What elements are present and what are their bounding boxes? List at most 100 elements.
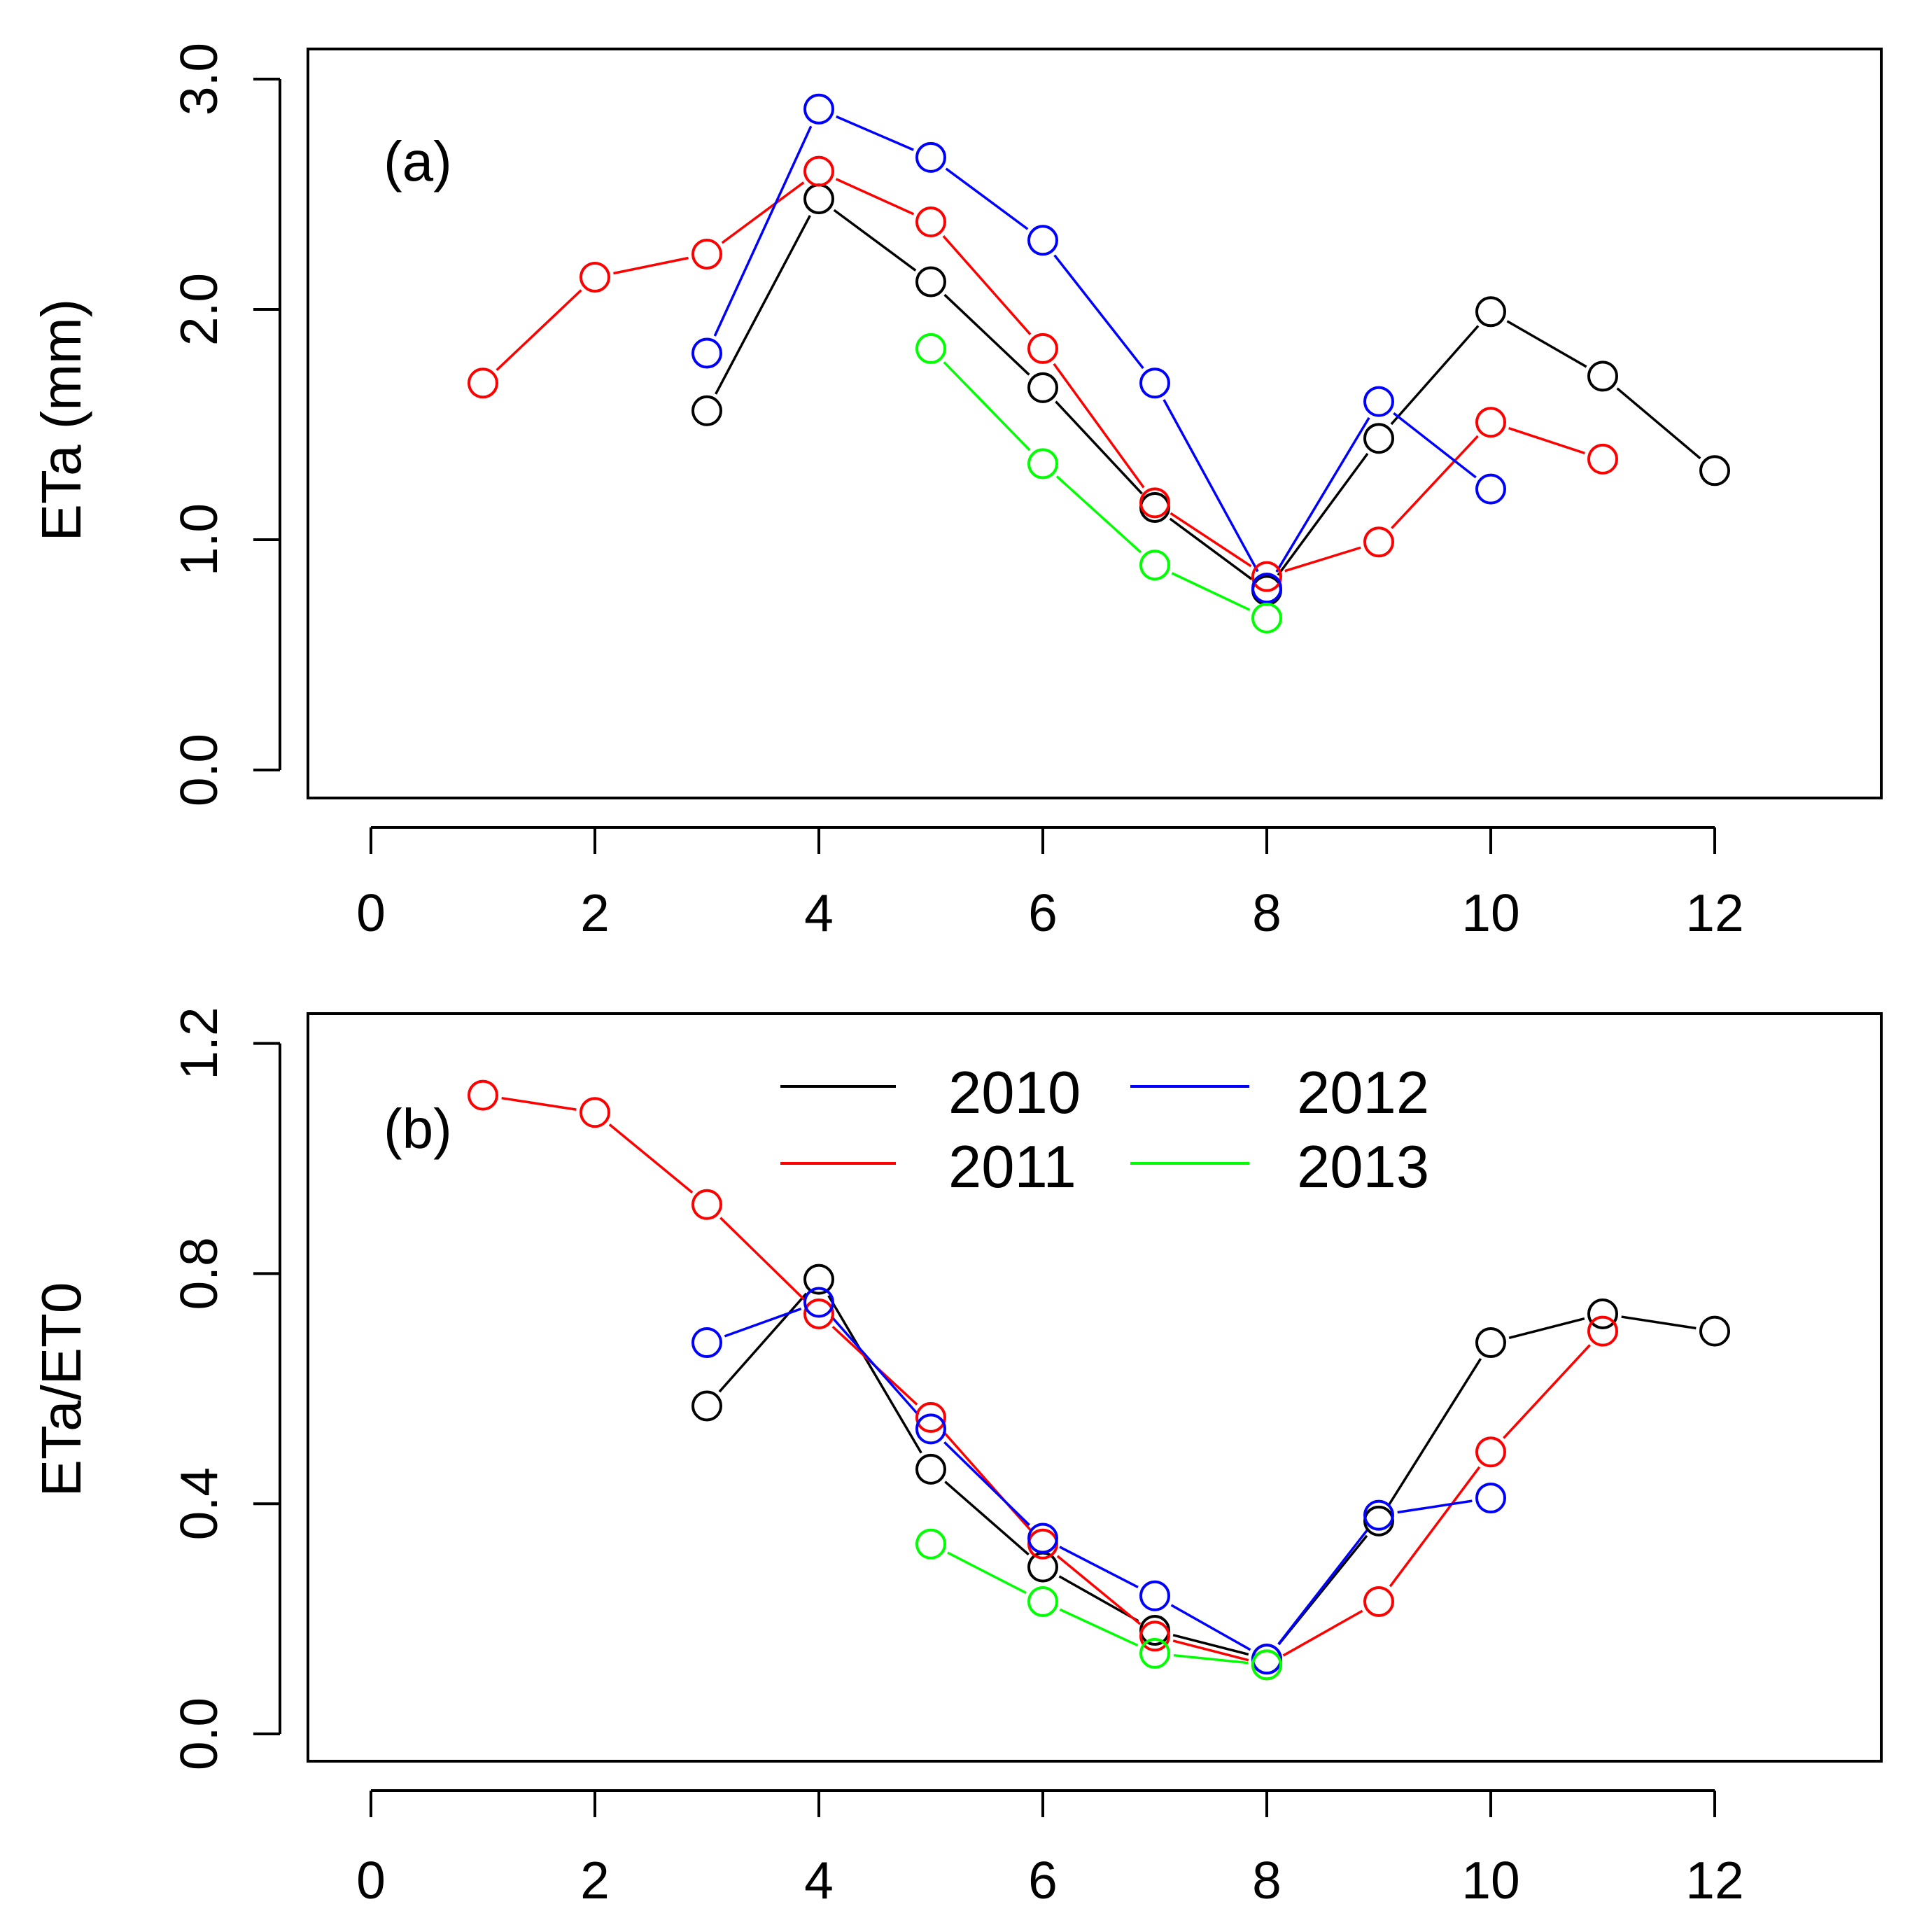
y-tick-label: 0.8 (169, 1237, 228, 1310)
series-2012-point (691, 1327, 722, 1359)
series-2013-segment (947, 1551, 1027, 1595)
series-2010-segment (1506, 320, 1587, 368)
y-tick-label: 3.0 (169, 43, 228, 115)
series-2012-segment (1170, 1604, 1251, 1651)
series-2011-point (691, 239, 722, 270)
panel-b: ETa/ET0 (b) 0 2 4 6 8 10 12 0.0 0.4 0.8 1.2 2010 2… (30, 1007, 1883, 1910)
series-2011-segment (501, 1096, 577, 1111)
panel-a-series-points (468, 93, 1730, 634)
panel-a-y-axis-title: ETa (mm) (30, 299, 92, 542)
panel-b-y-axis-title: ETa/ET0 (30, 1282, 92, 1497)
panel-b-axes: 0 2 4 6 8 10 12 0.0 0.4 0.8 1.2 (169, 1007, 1744, 1910)
panel-a-axes: 0 2 4 6 8 10 12 0.0 1.0 2.0 3.0 (169, 43, 1744, 942)
x-tick-label: 6 (1028, 1851, 1058, 1910)
series-2012-segment (724, 1307, 802, 1338)
series-2011-segment (613, 256, 689, 275)
series-2011-segment (496, 289, 582, 371)
panel-a-label: (a) (384, 130, 452, 192)
series-2012-segment (1397, 1499, 1473, 1514)
series-2010-segment (1172, 1634, 1249, 1656)
series-2011-point (915, 1401, 946, 1433)
series-2012-segment (1163, 399, 1259, 573)
series-2010-point (1027, 372, 1058, 403)
series-2011-point (1251, 561, 1282, 592)
series-2011-segment (1503, 1344, 1591, 1439)
series-2010-point (1475, 296, 1506, 328)
x-tick-label: 4 (804, 1851, 834, 1910)
series-2011-segment (1170, 512, 1252, 568)
series-2013-segment (1055, 475, 1142, 554)
series-2010-segment (1390, 325, 1480, 426)
x-tick-label: 2 (580, 883, 610, 942)
series-2010-segment (833, 209, 917, 272)
series-2011-point (1475, 407, 1506, 438)
series-2011-point (803, 155, 834, 187)
series-2013-point (915, 1528, 946, 1560)
series-2010-segment (1621, 1315, 1697, 1330)
series-2011-point (1587, 1315, 1618, 1347)
series-2011-point (1363, 526, 1394, 558)
series-2011-point (1139, 487, 1170, 519)
series-2011-point (580, 1097, 610, 1128)
series-2012-point (1475, 473, 1506, 505)
panel-a: ETa (mm) (a) 0 2 4 6 8 10 12 0.0 1.0 2.0 3.0 (30, 43, 1883, 942)
legend: 2010 2011 2012 2013 (780, 1060, 1429, 1200)
series-2012-segment (1053, 254, 1144, 370)
y-tick-label: 2.0 (169, 273, 228, 346)
series-2010-point (1587, 360, 1618, 392)
series-2012-point (1251, 573, 1282, 604)
series-2013-point (1251, 1649, 1282, 1681)
series-2010-segment (943, 293, 1030, 376)
series-2012-point (1475, 1482, 1506, 1513)
series-2012-point (1139, 368, 1170, 399)
series-2013-point (1139, 550, 1170, 581)
series-2011-point (1587, 443, 1618, 475)
x-tick-label: 0 (356, 883, 386, 942)
series-2011-point (580, 261, 610, 293)
series-2010-point (691, 1390, 722, 1422)
series-2011-point (468, 368, 498, 399)
series-2011-segment (1282, 1609, 1363, 1657)
series-2011-segment (1389, 1466, 1481, 1588)
series-2010-segment (1616, 387, 1701, 460)
series-2010-point (1699, 455, 1730, 486)
series-2012-segment (836, 115, 914, 151)
panel-a-series-lines (496, 115, 1701, 611)
panel-b-series-lines (501, 1096, 1697, 1665)
panel-a-plot-frame (307, 48, 1883, 799)
series-2011-segment (1053, 363, 1145, 489)
series-2013-point (915, 332, 946, 364)
series-2012-segment (1059, 1546, 1139, 1588)
series-2010-segment (718, 1292, 808, 1393)
series-2013-segment (1171, 572, 1251, 611)
series-2010-point (803, 1264, 834, 1295)
series-2013-point (1027, 1586, 1058, 1617)
series-2013-segment (943, 361, 1031, 451)
series-2010-point (1699, 1315, 1730, 1347)
legend-label-2013: 2013 (1297, 1134, 1429, 1200)
series-2012-segment (1277, 1529, 1368, 1645)
x-tick-label: 10 (1461, 1851, 1519, 1910)
x-tick-label: 8 (1252, 1851, 1281, 1910)
series-2011-segment (1056, 1555, 1142, 1625)
series-2010-segment (1277, 452, 1369, 576)
series-2011-segment (1284, 546, 1361, 573)
series-2010-point (1363, 423, 1394, 454)
legend-label-2012: 2012 (1297, 1060, 1429, 1126)
series-2011-point (468, 1079, 498, 1111)
series-2011-point (803, 1298, 834, 1329)
x-tick-label: 2 (580, 1851, 610, 1910)
series-2013-point (1139, 1637, 1170, 1669)
series-2011-segment (1508, 426, 1585, 455)
series-2010-segment (715, 215, 811, 395)
series-2010-segment (1387, 1357, 1482, 1506)
series-2010-segment (827, 1294, 922, 1454)
x-tick-label: 0 (356, 1851, 386, 1910)
panel-b-plot-frame (307, 1012, 1883, 1763)
series-2012-point (1027, 1522, 1058, 1554)
y-tick-label: 0.0 (169, 734, 228, 806)
series-2011-point (1027, 332, 1058, 364)
series-2010-point (1587, 1298, 1618, 1329)
series-2013-segment (1059, 1608, 1139, 1647)
